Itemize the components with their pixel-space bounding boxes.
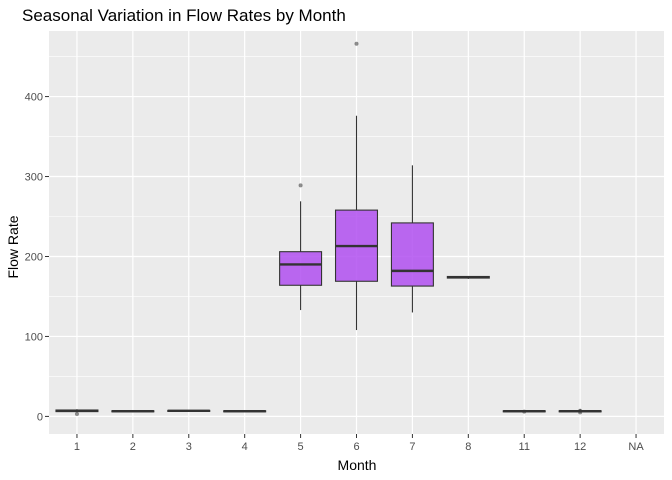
- box-iqr: [279, 251, 323, 286]
- x-tick-label: 6: [353, 441, 359, 453]
- outlier-point: [298, 183, 303, 188]
- outlier-point: [522, 409, 527, 414]
- box-iqr: [390, 222, 434, 287]
- box-month-6: [334, 41, 379, 331]
- y-tick-label: 400: [25, 92, 43, 104]
- box-month-7: [390, 165, 434, 313]
- x-tick-label: 1: [74, 441, 80, 453]
- box-month-11: [502, 409, 546, 414]
- box-month-5: [279, 183, 323, 311]
- x-tick-label: 2: [130, 441, 136, 453]
- box-month-12: [558, 408, 602, 415]
- x-tick-label: NA: [628, 441, 644, 453]
- box-month-4: [223, 410, 267, 413]
- box-month-2: [111, 410, 155, 413]
- box-month-1: [55, 409, 99, 417]
- y-axis: 0 100 200 300 400: [25, 92, 49, 423]
- x-tick-label: 4: [242, 441, 248, 453]
- y-tick-label: 0: [37, 411, 43, 423]
- chart-title: Seasonal Variation in Flow Rates by Mont…: [22, 6, 346, 25]
- y-tick-label: 200: [25, 251, 43, 263]
- box-series: [55, 41, 602, 417]
- box-month-3: [167, 409, 211, 413]
- outlier-point: [578, 410, 583, 415]
- y-axis-title: Flow Rate: [5, 215, 21, 278]
- box-month-8: [446, 275, 490, 279]
- y-tick-label: 300: [25, 172, 43, 184]
- x-axis: 1 2 3 4 5 6 7 8 11 12 NA: [74, 434, 644, 453]
- x-tick-label: 7: [409, 441, 415, 453]
- x-tick-label: 5: [298, 441, 304, 453]
- outlier-point: [354, 41, 359, 46]
- y-tick-label: 100: [25, 331, 43, 343]
- outlier-point: [74, 412, 79, 417]
- x-tick-label: 11: [519, 441, 530, 453]
- x-tick-label: 8: [465, 441, 471, 453]
- x-axis-title: Month: [338, 457, 377, 473]
- x-tick-label: 12: [574, 441, 586, 453]
- x-tick-label: 3: [186, 441, 192, 453]
